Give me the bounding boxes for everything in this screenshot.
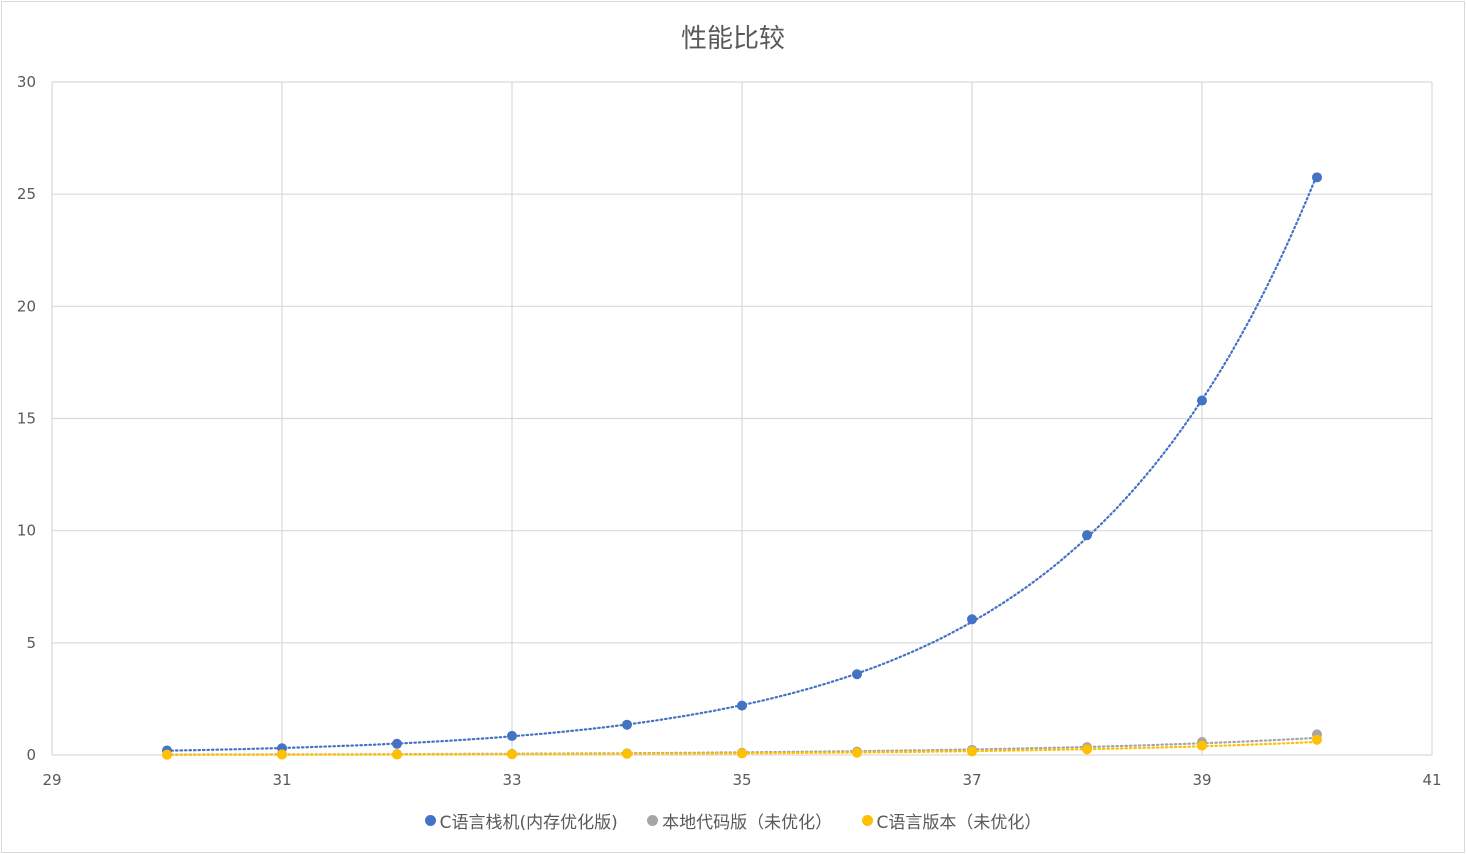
legend-swatch-series-1: [424, 815, 436, 826]
data-point-series-3[interactable]: [852, 747, 862, 758]
data-point-series-1[interactable]: [1082, 530, 1092, 541]
data-point-series-3[interactable]: [162, 749, 172, 760]
series-1: [162, 172, 1322, 756]
y-tick-label: 15: [17, 410, 36, 428]
legend: C语言栈机(内存优化版) 本地代码版（未优化） C语言版本（未优化）: [0, 808, 1466, 833]
legend-label-series-1: C语言栈机(内存优化版): [439, 813, 618, 833]
chart-title: 性能比较: [680, 24, 785, 54]
x-axis-ticks: 29 31 33 35 37 39 41: [42, 771, 1441, 789]
data-point-series-3[interactable]: [967, 746, 977, 757]
x-tick-label: 39: [1192, 771, 1211, 789]
x-tick-label: 35: [732, 771, 751, 789]
data-point-series-3[interactable]: [507, 749, 517, 760]
legend-label-series-3: C语言版本（未优化）: [876, 813, 1042, 833]
x-tick-label: 31: [272, 771, 291, 789]
y-tick-label: 5: [26, 634, 36, 652]
x-tick-label: 41: [1422, 771, 1441, 789]
y-tick-label: 0: [26, 746, 36, 764]
data-point-series-3[interactable]: [1197, 740, 1207, 751]
data-point-series-3[interactable]: [277, 749, 287, 760]
data-point-series-3[interactable]: [1082, 744, 1092, 755]
y-axis-ticks: 0 5 10 15 20 25 30: [17, 73, 36, 764]
grid-lines: [51, 81, 1433, 756]
series-layer: [162, 172, 1322, 760]
data-point-series-1[interactable]: [1312, 172, 1322, 183]
legend-swatch-series-2: [647, 815, 659, 826]
legend-item-series-3[interactable]: C语言版本（未优化）: [861, 808, 1042, 833]
x-tick-label: 29: [42, 771, 61, 789]
data-point-series-3[interactable]: [737, 748, 747, 759]
legend-item-series-1[interactable]: C语言栈机(内存优化版): [424, 808, 618, 833]
data-point-series-1[interactable]: [622, 719, 632, 730]
series-3: [162, 734, 1322, 760]
data-point-series-1[interactable]: [392, 738, 402, 749]
data-point-series-1[interactable]: [1197, 395, 1207, 406]
data-point-series-1[interactable]: [967, 614, 977, 625]
data-point-series-1[interactable]: [852, 669, 862, 680]
x-tick-label: 37: [962, 771, 981, 789]
data-point-series-3[interactable]: [622, 748, 632, 759]
x-tick-label: 33: [502, 771, 521, 789]
legend-item-series-2[interactable]: 本地代码版（未优化）: [647, 808, 832, 833]
y-tick-label: 30: [17, 73, 36, 91]
y-tick-label: 10: [17, 522, 36, 540]
y-tick-label: 25: [17, 185, 36, 203]
data-point-series-1[interactable]: [507, 730, 517, 741]
legend-swatch-series-3: [861, 815, 873, 826]
data-point-series-1[interactable]: [737, 700, 747, 711]
y-tick-label: 20: [17, 297, 36, 315]
data-point-series-3[interactable]: [392, 749, 402, 760]
legend-label-series-2: 本地代码版（未优化）: [662, 813, 833, 833]
data-point-series-3[interactable]: [1312, 734, 1322, 745]
